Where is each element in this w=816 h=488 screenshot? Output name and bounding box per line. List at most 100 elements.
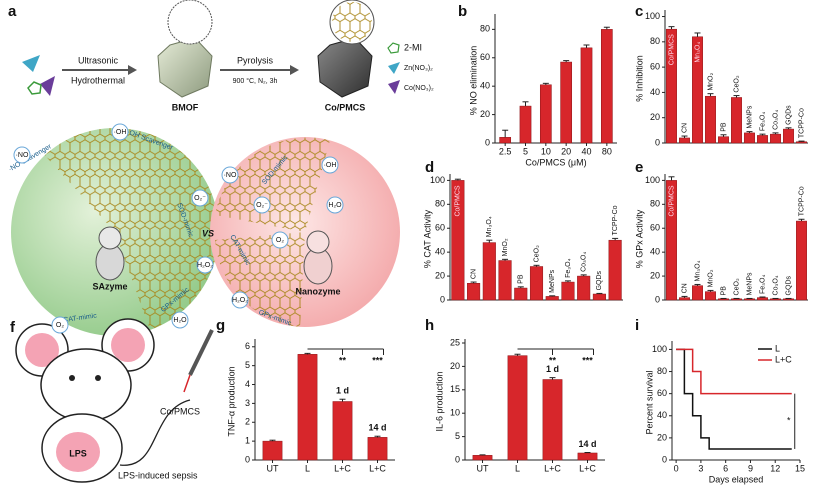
annotation: *** bbox=[372, 355, 383, 365]
bar bbox=[718, 298, 729, 301]
bubble-label: O₂ bbox=[56, 322, 64, 329]
annotation: 1 d bbox=[546, 364, 559, 374]
x-axis-label: Days elapsed bbox=[709, 474, 764, 484]
label: 900 °C, N₂, 3h bbox=[233, 77, 278, 85]
annotation: 14 d bbox=[578, 439, 596, 449]
bubble-label: H₂O₂ bbox=[232, 297, 248, 304]
bar bbox=[705, 95, 716, 144]
y-tick-label: 25 bbox=[450, 337, 460, 347]
versus: VS bbox=[202, 228, 214, 238]
polyhedron bbox=[317, 37, 373, 98]
bubble-label: H₂O bbox=[173, 317, 187, 324]
label: LPS bbox=[69, 448, 87, 458]
y-tick-label: 0 bbox=[440, 294, 445, 304]
bubble bbox=[326, 196, 344, 214]
bar bbox=[744, 132, 755, 144]
y-tick-label: 40 bbox=[435, 247, 445, 257]
bar bbox=[679, 137, 690, 144]
y-tick-label: 80 bbox=[435, 199, 445, 209]
bar bbox=[592, 293, 606, 301]
bar bbox=[514, 287, 528, 301]
category-label: Co/PMCS bbox=[455, 185, 462, 216]
lattice bbox=[115, 232, 219, 330]
needle bbox=[183, 374, 191, 393]
zoom-lattice bbox=[332, 2, 372, 42]
label: BMOF bbox=[172, 102, 199, 112]
lattice bbox=[215, 232, 305, 327]
bar bbox=[519, 105, 532, 144]
polyhedron bbox=[157, 37, 213, 98]
category-label: TCPP-Co bbox=[798, 108, 805, 138]
category-label: MnO₂ bbox=[707, 269, 714, 287]
bar bbox=[367, 437, 388, 461]
category-label: MnO₂ bbox=[707, 73, 714, 91]
zoom bbox=[167, 0, 213, 45]
bubble bbox=[231, 291, 249, 309]
y-tick-label: 20 bbox=[435, 270, 445, 280]
y-tick-label: 1 bbox=[245, 436, 250, 446]
label: Co/PMCS bbox=[160, 406, 200, 416]
legend-label: L bbox=[775, 343, 780, 353]
y-tick-label: 40 bbox=[650, 247, 660, 257]
bar bbox=[507, 355, 528, 461]
y-tick-label: 3 bbox=[245, 398, 250, 408]
arrow bbox=[290, 65, 299, 75]
y-tick-label: 100 bbox=[430, 175, 445, 185]
x-tick-label: L+C bbox=[544, 463, 561, 473]
bar bbox=[796, 141, 807, 144]
x-tick-label: 6 bbox=[723, 463, 728, 473]
y-tick-label: 80 bbox=[650, 36, 660, 46]
tail bbox=[119, 399, 191, 466]
panel-a: a Ultrasonic Hydrothermal BMOF Pyrolysis… bbox=[8, 0, 434, 336]
bar bbox=[600, 29, 613, 144]
bar bbox=[580, 47, 593, 144]
y-tick-label: 60 bbox=[650, 61, 660, 71]
label: LPS-induced sepsis bbox=[118, 470, 198, 480]
legend-label: 2-MI bbox=[404, 42, 422, 52]
category-label: Fe₃O₄ bbox=[759, 112, 766, 131]
icon bbox=[387, 42, 400, 54]
annotation: CAT-mimic bbox=[63, 312, 98, 324]
y-tick-label: 80 bbox=[480, 24, 490, 34]
bar bbox=[679, 297, 690, 301]
y-tick-label: 20 bbox=[480, 109, 490, 119]
lattice bbox=[215, 137, 330, 232]
y-tick-label: 0 bbox=[655, 137, 660, 147]
label: Nanozyme bbox=[295, 286, 340, 296]
bar bbox=[577, 275, 591, 301]
category-label: Co₃O₄ bbox=[581, 252, 588, 272]
y-tick-label: 20 bbox=[657, 432, 667, 442]
panel-letter: b bbox=[458, 3, 467, 20]
bubble bbox=[253, 196, 271, 214]
bar bbox=[561, 281, 575, 301]
category-label: MeNPs bbox=[549, 269, 556, 292]
panel-letter: f bbox=[10, 319, 16, 336]
bar bbox=[731, 298, 742, 301]
mouse-ear bbox=[111, 328, 145, 362]
y-tick-label: 40 bbox=[480, 81, 490, 91]
y-tick-label: 100 bbox=[645, 11, 660, 21]
y-tick-label: 40 bbox=[650, 87, 660, 97]
x-axis-label: Co/PMCS (μM) bbox=[525, 157, 586, 167]
bar bbox=[608, 239, 622, 301]
y-tick-label: 60 bbox=[650, 223, 660, 233]
category-label: MeNPs bbox=[746, 105, 753, 128]
bar bbox=[705, 291, 716, 301]
bubble-label: ·NO bbox=[16, 152, 29, 159]
bar bbox=[499, 137, 512, 144]
y-tick-label: 0 bbox=[455, 454, 460, 464]
bar bbox=[262, 440, 283, 461]
mouse-head bbox=[40, 348, 132, 422]
bubble-label: ·OH bbox=[324, 162, 337, 169]
category-label: Co/PMCS bbox=[668, 34, 675, 65]
bar bbox=[529, 266, 544, 301]
category-label: TCPP-Co bbox=[612, 205, 619, 235]
panel-letter: d bbox=[425, 159, 434, 176]
bubble bbox=[271, 231, 289, 249]
y-tick-label: 20 bbox=[650, 270, 660, 280]
panel-letter: a bbox=[8, 3, 17, 20]
category-label: Fe₃O₄ bbox=[759, 275, 766, 294]
bar bbox=[757, 135, 768, 144]
y-tick-label: 80 bbox=[650, 199, 660, 209]
y-tick-label: 60 bbox=[435, 223, 445, 233]
